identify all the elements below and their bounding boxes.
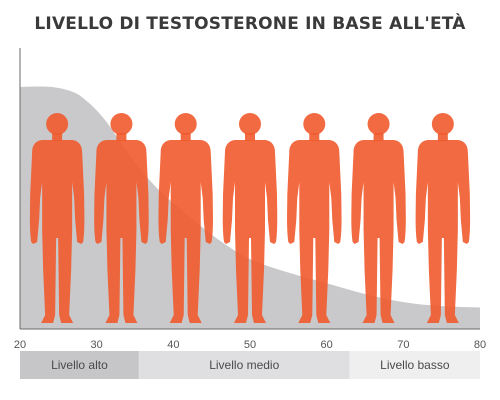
man-figure-icon <box>351 113 406 323</box>
x-tick-label: 40 <box>167 339 179 351</box>
x-tick-label: 80 <box>474 339 486 351</box>
age-band-label: Livello basso <box>380 358 450 372</box>
age-band-label: Livello alto <box>51 358 108 372</box>
x-tick-label: 30 <box>91 339 103 351</box>
band-layer: Livello alto Livello medio Livello basso <box>20 351 480 379</box>
chart-title: LIVELLO DI TESTOSTERONE IN BASE ALL'ETÀ <box>34 14 466 34</box>
man-figure-icon <box>415 113 471 323</box>
age-band-1 <box>138 351 350 379</box>
age-band-2 <box>349 351 480 379</box>
x-tick-label: 70 <box>397 339 409 351</box>
age-band-0 <box>20 351 139 379</box>
x-tick-label: 50 <box>244 339 256 351</box>
x-tick-label: 60 <box>321 339 333 351</box>
x-tick-label: 20 <box>14 339 26 351</box>
axis-layer: 20 30 40 50 60 70 80 <box>14 48 486 351</box>
age-band-label: Livello medio <box>209 358 279 372</box>
